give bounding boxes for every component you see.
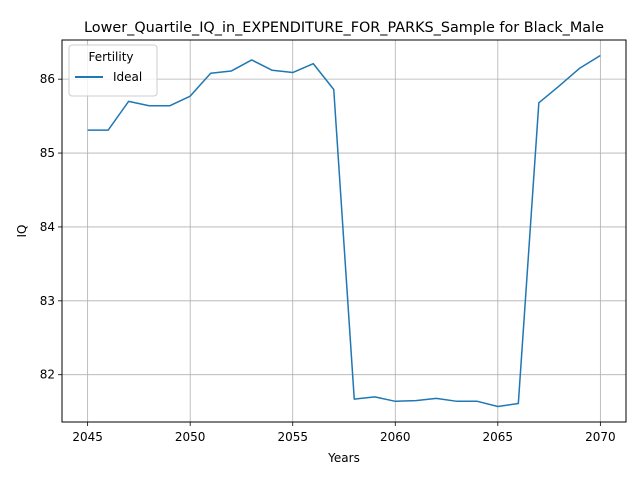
y-tick-label: 84	[40, 220, 55, 234]
y-tick-label: 83	[40, 294, 55, 308]
plot-area	[61, 39, 627, 423]
x-tick-label: 2060	[380, 430, 411, 444]
x-tick-label: 2050	[175, 430, 206, 444]
x-tick-label: 2055	[277, 430, 308, 444]
y-tick-label: 85	[40, 146, 55, 160]
x-tick-label: 2065	[483, 430, 514, 444]
legend: Fertility Ideal	[68, 44, 158, 97]
x-tick-label: 2045	[72, 430, 103, 444]
grid-lines	[62, 40, 626, 422]
legend-box	[68, 44, 158, 97]
y-tick-label: 82	[40, 368, 55, 382]
x-axis-title: Years	[327, 451, 360, 465]
legend-title: Fertility	[88, 50, 133, 64]
y-tick-label: 86	[40, 72, 55, 86]
series-line-ideal	[87, 54, 601, 408]
legend-label-ideal: Ideal	[113, 70, 142, 84]
x-tick-label: 2070	[585, 430, 616, 444]
y-axis-title: IQ	[15, 225, 29, 238]
series-layer	[87, 54, 601, 408]
chart-title: Lower_Quartile_IQ_in_EXPENDITURE_FOR_PAR…	[84, 20, 604, 36]
axis-ticks: 2045 2050 2055 2060 2065 2070 82 83 84 85 86	[40, 72, 616, 444]
